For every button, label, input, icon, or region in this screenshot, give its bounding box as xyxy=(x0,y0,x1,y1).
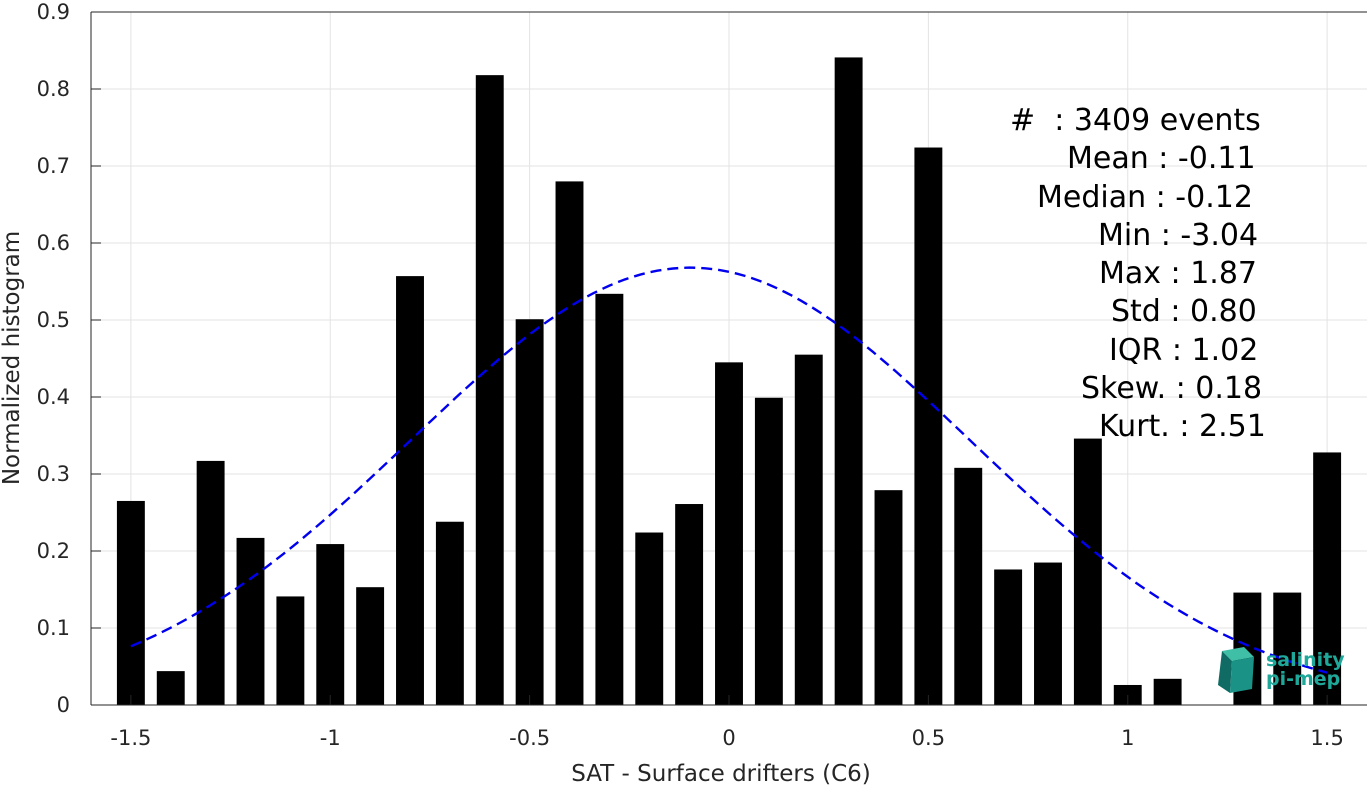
histogram-bar xyxy=(555,181,584,705)
x-tick-label: 1 xyxy=(1121,726,1134,750)
y-tick-label: 0 xyxy=(57,693,70,717)
stat-mean: Mean : -0.11 xyxy=(1067,141,1256,177)
stat-min: Min : -3.04 xyxy=(1098,217,1259,253)
histogram-bar xyxy=(1113,684,1142,705)
stat-median: Median : -0.12 xyxy=(1037,179,1253,215)
stat-max: Max : 1.87 xyxy=(1099,256,1257,292)
histogram-bar xyxy=(276,596,305,705)
histogram-bar xyxy=(1273,592,1302,705)
histogram-bar xyxy=(874,490,903,705)
histogram-bar xyxy=(914,147,943,705)
y-tick-label: 0.1 xyxy=(37,616,70,640)
y-tick-label: 0.7 xyxy=(37,154,70,178)
histogram-bar xyxy=(715,362,743,705)
y-axis-label: Normalized histogram xyxy=(0,231,25,485)
y-tick-label: 0.8 xyxy=(37,77,70,101)
stat-std: Std : 0.80 xyxy=(1111,294,1257,330)
salinity-pimep-logo: salinity pi-mep xyxy=(1218,647,1348,695)
y-tick-label: 0.5 xyxy=(37,308,70,332)
histogram-bar xyxy=(396,276,424,705)
x-axis-label: SAT - Surface drifters (C6) xyxy=(571,761,871,785)
x-tick-label: -1.5 xyxy=(110,726,151,750)
histogram-bar xyxy=(1034,562,1062,705)
histogram-bar xyxy=(196,460,225,705)
histogram-bar xyxy=(1073,438,1102,705)
statistics-box: # : 3409 events Mean : -0.11 Median : -0… xyxy=(980,102,1310,447)
x-tick-label: -0.5 xyxy=(509,726,550,750)
y-tick-label: 0.2 xyxy=(37,539,70,563)
stat-skew: Skew. : 0.18 xyxy=(1081,371,1263,407)
histogram-bar xyxy=(236,537,265,705)
y-tick-label: 0.6 xyxy=(37,231,70,255)
histogram-bar xyxy=(635,532,664,705)
histogram-bar xyxy=(994,569,1023,705)
x-tick-label: -1 xyxy=(320,726,341,750)
logo-line2: pi-mep xyxy=(1266,668,1341,690)
x-tick-label: 1.5 xyxy=(1310,726,1343,750)
logo-cube-icon xyxy=(1218,647,1254,693)
stat-iqr: IQR : 1.02 xyxy=(1109,332,1259,368)
histogram-bar xyxy=(1313,452,1342,705)
histogram-bar xyxy=(794,354,823,705)
stat-events: # : 3409 events xyxy=(1010,103,1261,138)
histogram-bar xyxy=(1153,678,1182,705)
histogram-bar xyxy=(116,500,145,705)
stat-kurt: Kurt. : 2.51 xyxy=(1099,409,1266,445)
axes: -1.5 -1 -0.5 0 0.5 1 1.5 0 0.1 0.2 0.3 0.4 0.5 0.6 0.7… xyxy=(37,0,1367,750)
y-tick-label: 0.4 xyxy=(37,385,70,409)
histogram-bar xyxy=(475,75,504,705)
histogram-bar xyxy=(954,467,983,705)
y-tick-label: 0.9 xyxy=(37,0,70,24)
y-tick-label: 0.3 xyxy=(37,462,70,486)
histogram-bar xyxy=(595,293,624,705)
normal-fit-curve xyxy=(130,266,1328,674)
bars xyxy=(116,57,1342,706)
logo-line1: salinity xyxy=(1266,649,1345,671)
fit-curve-layer xyxy=(130,266,1328,674)
histogram-bar xyxy=(834,57,863,706)
histogram-bar xyxy=(515,319,544,705)
histogram-bar xyxy=(156,671,185,705)
histogram-bar xyxy=(675,504,704,705)
histogram-bar xyxy=(754,397,783,705)
x-tick-label: 0 xyxy=(722,726,735,750)
histogram-bar xyxy=(435,521,464,705)
x-tick-label: 0.5 xyxy=(912,726,945,750)
histogram-bar xyxy=(316,544,345,705)
histogram-bar xyxy=(356,587,385,705)
